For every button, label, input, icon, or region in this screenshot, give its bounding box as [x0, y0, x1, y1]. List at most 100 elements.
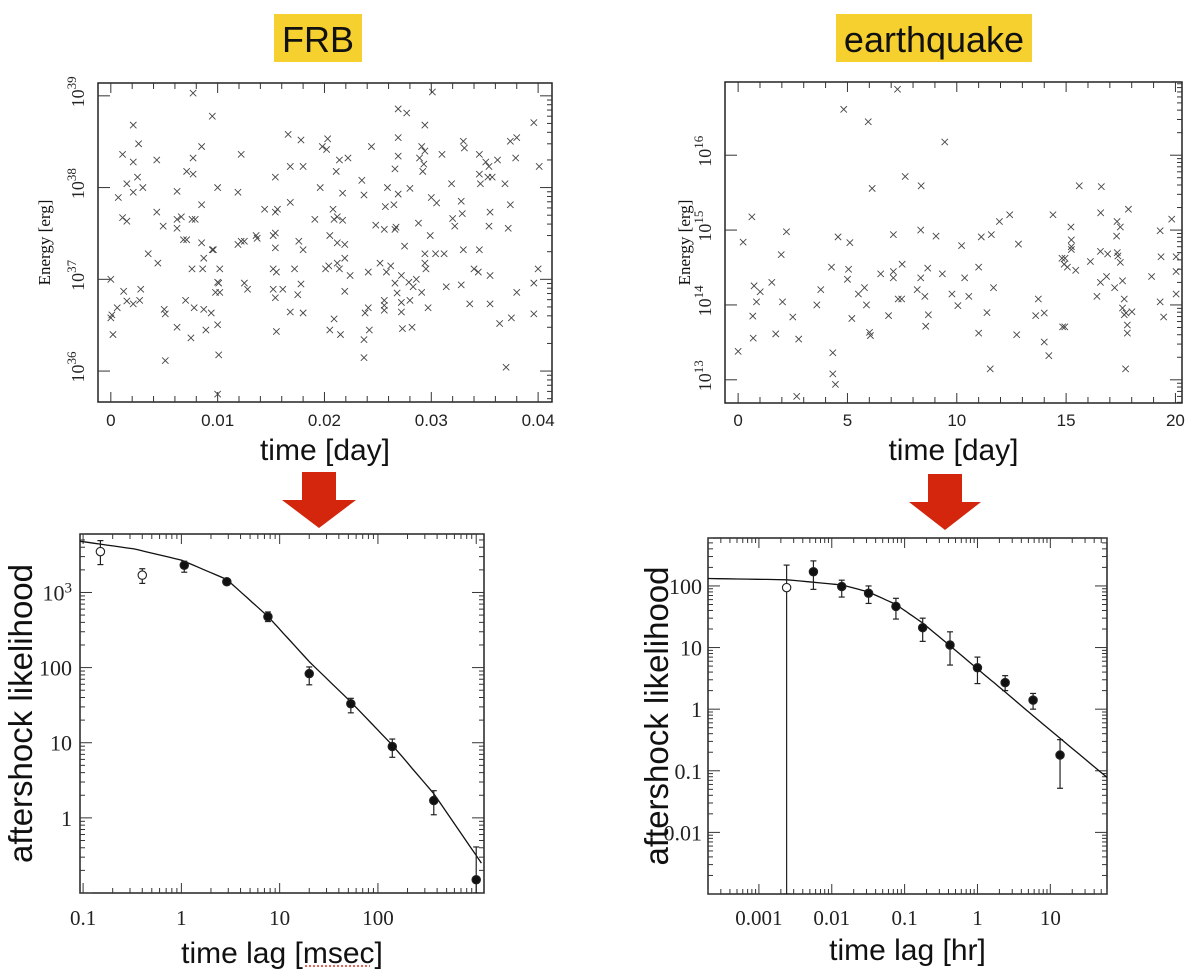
data-point-x-marker	[1014, 240, 1022, 248]
x-tick-label: 5	[843, 411, 852, 430]
data-point-x-marker	[329, 205, 337, 213]
data-point-x-marker	[1075, 182, 1083, 190]
data-point-x-marker	[200, 254, 208, 262]
data-point-x-marker	[987, 231, 995, 239]
data-point-x-marker	[299, 162, 307, 170]
x-tick-label: 0.04	[522, 411, 555, 430]
fit-curve	[708, 577, 1107, 778]
data-point-x-marker	[1006, 211, 1014, 219]
data-point-filled	[917, 617, 928, 642]
data-point-x-marker	[432, 250, 440, 258]
x-tick-label-text: 0	[106, 411, 115, 430]
data-point-x-marker	[941, 138, 949, 146]
data-point-x-marker	[416, 154, 424, 162]
data-point-x-marker	[173, 323, 181, 331]
x-axis-label: time [day]	[888, 434, 1018, 467]
data-point-x-marker	[913, 286, 921, 294]
x-tick-label-text: 10	[269, 906, 290, 930]
y-tick-exponent: 36	[64, 351, 79, 365]
data-layer	[107, 88, 543, 398]
data-point-x-marker	[412, 275, 420, 283]
x-tick-label: 20	[1166, 411, 1185, 430]
data-point-x-marker	[475, 246, 483, 254]
data-point-x-marker	[1123, 321, 1131, 329]
data-point-x-marker	[1116, 258, 1124, 266]
data-point-x-marker	[173, 224, 181, 232]
data-point-x-marker	[272, 268, 280, 276]
data-point-x-marker	[134, 173, 142, 181]
data-point-x-marker	[504, 224, 512, 232]
y-axis-label: aftershock likelihood	[2, 564, 39, 863]
data-point-x-marker	[325, 262, 333, 270]
data-point-x-marker	[1045, 352, 1053, 360]
data-point-x-marker	[119, 150, 127, 158]
data-point-x-marker	[173, 187, 181, 195]
data-point-x-marker	[449, 214, 457, 223]
data-point-open	[95, 540, 106, 566]
data-point-x-marker	[894, 295, 902, 303]
y-tick-label: 1016	[691, 135, 715, 167]
data-point-x-marker	[1097, 183, 1105, 191]
y-tick-base: 10	[68, 89, 88, 107]
data-point-x-marker	[1061, 323, 1069, 331]
data-point-filled	[863, 585, 874, 605]
data-marker	[917, 622, 928, 633]
data-point-x-marker	[813, 301, 821, 309]
data-point-filled	[304, 666, 314, 686]
data-point-x-marker	[191, 215, 199, 223]
data-point-x-marker	[198, 143, 206, 151]
data-point-x-marker	[448, 180, 456, 188]
x-tick-label: 15	[1057, 411, 1076, 430]
data-point-x-marker	[318, 143, 326, 151]
data-point-x-marker	[286, 198, 294, 206]
data-point-x-marker	[1113, 218, 1121, 226]
x-tick-label: 10	[947, 411, 966, 430]
data-point-x-marker	[1114, 252, 1122, 260]
data-point-x-marker	[380, 296, 388, 304]
data-point-x-marker	[1168, 215, 1176, 223]
data-point-x-marker	[189, 170, 197, 178]
data-point-x-marker	[474, 268, 482, 276]
data-marker	[429, 795, 439, 806]
x-tick-label: 0.03	[415, 411, 448, 430]
data-point-x-marker	[344, 154, 352, 162]
data-point-x-marker	[1111, 284, 1119, 292]
data-point-x-marker	[470, 265, 478, 273]
data-point-x-marker	[179, 236, 187, 244]
axis-ticks	[707, 537, 1108, 895]
data-point-x-marker	[1122, 365, 1130, 373]
data-point-x-marker	[397, 308, 405, 316]
data-point-x-marker	[361, 309, 369, 317]
y-tick-base: 10	[68, 365, 88, 383]
data-point-x-marker	[1172, 290, 1180, 298]
data-point-x-marker	[406, 184, 414, 192]
data-point-x-marker	[154, 259, 162, 267]
data-point-x-marker	[382, 268, 390, 276]
data-point-filled	[429, 790, 439, 816]
plot-frame	[79, 533, 485, 894]
data-point-x-marker	[889, 267, 897, 275]
data-point-x-marker	[406, 296, 414, 304]
data-point-x-marker	[1040, 338, 1048, 346]
x-tick-label: 0.001	[735, 906, 782, 930]
data-point-x-marker	[530, 310, 538, 318]
data-point-x-marker	[868, 184, 876, 192]
x-axis-label: time lag [hr]	[829, 934, 986, 967]
x-tick-label-text: 0.02	[308, 411, 341, 430]
data-point-x-marker	[408, 323, 416, 331]
data-point-x-marker	[391, 165, 399, 173]
data-point-x-marker	[535, 162, 543, 170]
data-point-x-marker	[977, 233, 985, 241]
data-point-x-marker	[965, 292, 973, 300]
data-point-x-marker	[326, 326, 334, 334]
data-point-x-marker	[817, 286, 825, 294]
data-point-x-marker	[1157, 253, 1165, 261]
y-tick-label: 1037	[64, 259, 88, 291]
data-point-filled	[1028, 692, 1038, 710]
x-tick-label-text: 10	[947, 411, 966, 430]
data-point-x-marker	[188, 215, 196, 223]
data-point-x-marker	[372, 221, 380, 229]
y-tick-base: 10	[43, 580, 65, 605]
data-point-x-marker	[153, 156, 161, 164]
